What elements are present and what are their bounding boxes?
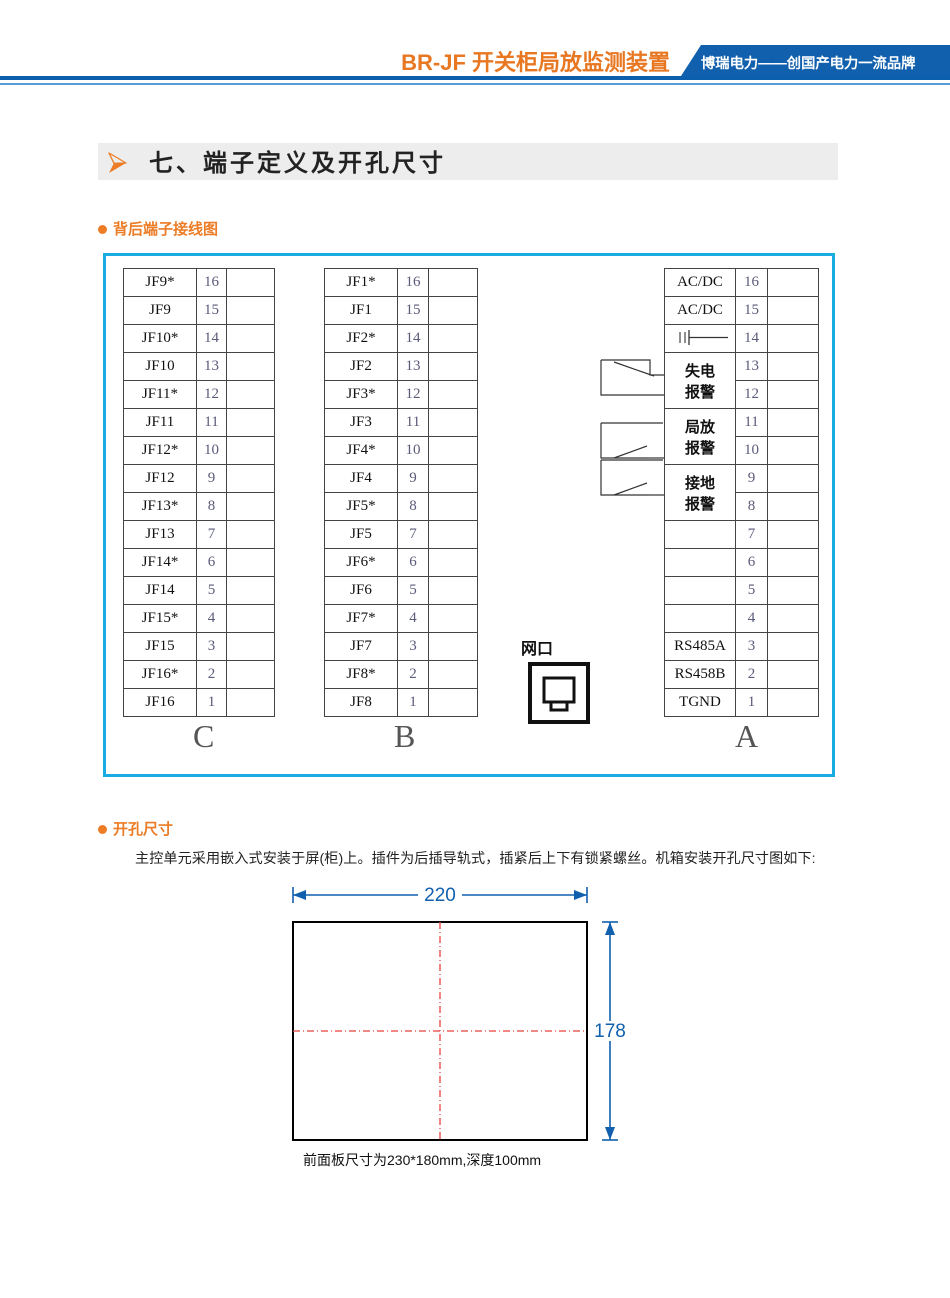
svg-text:178: 178: [594, 1021, 626, 1042]
svg-text:220: 220: [424, 885, 456, 906]
